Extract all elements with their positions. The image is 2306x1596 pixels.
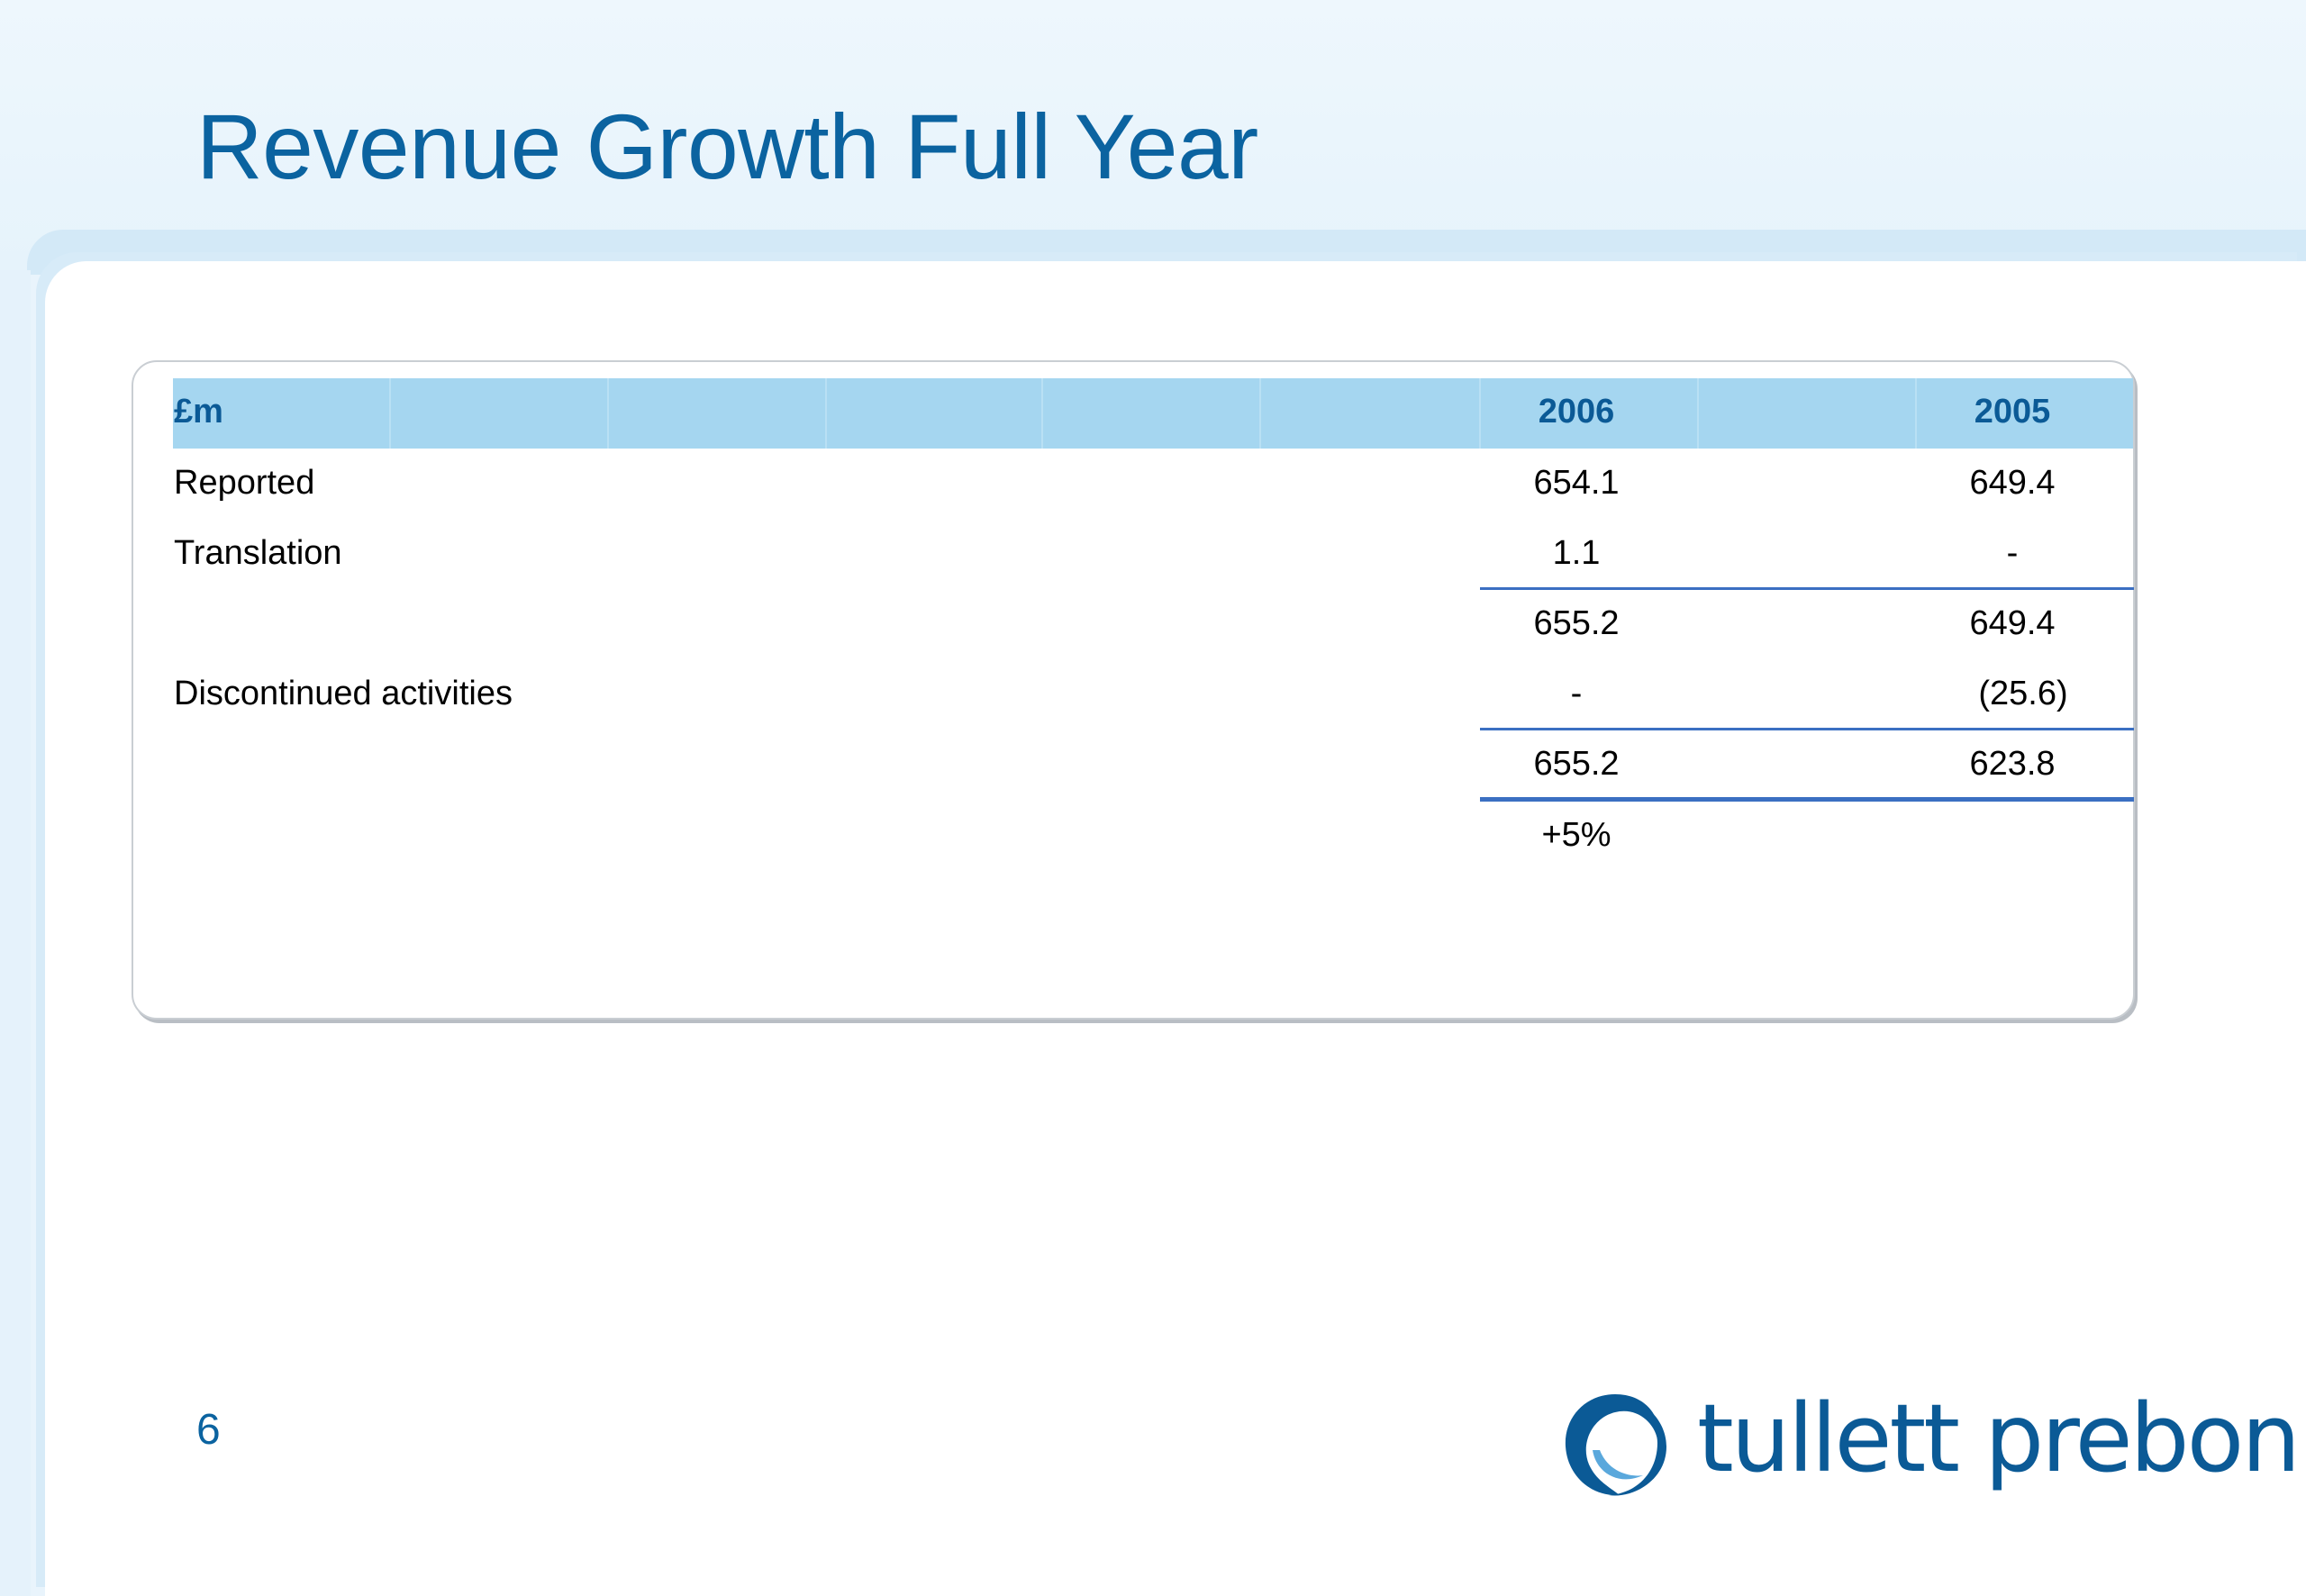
row-value-2006: 655.2 xyxy=(1533,745,1620,783)
row-value-2005: 623.8 xyxy=(1969,745,2056,783)
header-band xyxy=(0,0,2306,270)
header-column-separator xyxy=(607,378,609,449)
table-header-unit: £m xyxy=(174,393,223,431)
row-value-2005: 649.4 xyxy=(1969,604,2056,642)
row-value-2006: 654.1 xyxy=(1533,464,1620,502)
header-column-separator xyxy=(1915,378,1917,449)
row-value-2005: 649.4 xyxy=(1969,464,2056,502)
header-column-separator xyxy=(1697,378,1699,449)
table-header-2005: 2005 xyxy=(1974,393,2051,431)
row-label-reported: Reported xyxy=(174,464,315,502)
row-value-2005: (25.6) xyxy=(1978,675,2068,712)
row-value-2006: 655.2 xyxy=(1533,604,1620,642)
tullett-prebon-logo-icon xyxy=(1565,1394,1666,1496)
header-column-separator xyxy=(825,378,827,449)
total-double-rule xyxy=(1480,797,2134,802)
header-column-separator xyxy=(1041,378,1043,449)
slide-title: Revenue Growth Full Year xyxy=(196,95,1258,198)
subtotal-rule xyxy=(1480,587,2134,590)
left-strip xyxy=(0,270,31,1596)
growth-percentage: +5% xyxy=(1541,816,1611,854)
row-label-discontinued: Discontinued activities xyxy=(174,675,513,712)
row-value-2006: - xyxy=(1570,675,1583,712)
header-column-separator xyxy=(1259,378,1261,449)
header-column-separator xyxy=(1479,378,1481,449)
table-header-2006: 2006 xyxy=(1538,393,1615,431)
row-label-translation: Translation xyxy=(174,534,342,572)
table-header-bar xyxy=(173,378,2133,449)
total-rule xyxy=(1480,728,2134,730)
row-value-2005: - xyxy=(2006,534,2019,572)
page-number: 6 xyxy=(196,1406,221,1454)
row-value-2006: 1.1 xyxy=(1552,534,1601,572)
logo-wordmark: tullett prebon xyxy=(1697,1383,2301,1493)
header-column-separator xyxy=(389,378,391,449)
revenue-table-frame xyxy=(132,360,2135,1020)
